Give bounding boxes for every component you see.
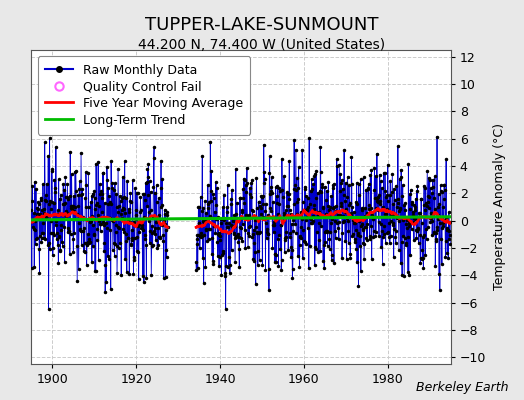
Text: Berkeley Earth: Berkeley Earth xyxy=(416,381,508,394)
Y-axis label: Temperature Anomaly (°C): Temperature Anomaly (°C) xyxy=(493,124,506,290)
Text: 44.200 N, 74.400 W (United States): 44.200 N, 74.400 W (United States) xyxy=(138,38,386,52)
Text: TUPPER-LAKE-SUNMOUNT: TUPPER-LAKE-SUNMOUNT xyxy=(145,16,379,34)
Legend: Raw Monthly Data, Quality Control Fail, Five Year Moving Average, Long-Term Tren: Raw Monthly Data, Quality Control Fail, … xyxy=(38,56,250,134)
